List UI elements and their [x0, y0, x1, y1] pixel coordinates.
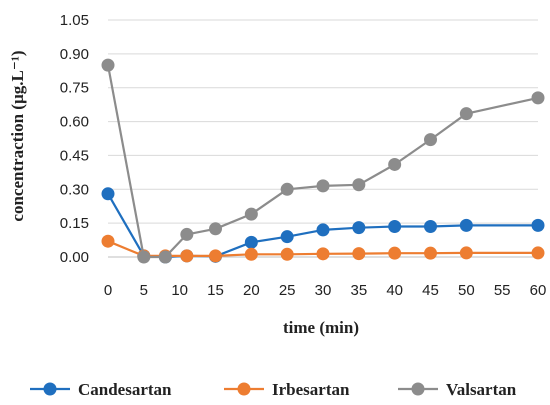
data-point	[316, 223, 330, 237]
data-point	[244, 247, 258, 261]
series-layer	[101, 58, 545, 264]
y-tick-label: 0.30	[60, 181, 89, 198]
x-tick-label: 5	[140, 282, 148, 299]
x-tick-label: 55	[494, 282, 511, 299]
y-axis-title: concentraction (µg.L⁻¹)	[8, 50, 27, 221]
data-point	[280, 230, 294, 244]
data-point	[424, 133, 437, 147]
data-point	[352, 247, 366, 261]
data-point	[316, 179, 330, 193]
x-tick-label: 0	[104, 282, 112, 299]
legend-marker	[411, 382, 425, 396]
y-tick-label: 0.15	[60, 215, 89, 232]
data-point	[180, 249, 194, 263]
data-point	[388, 246, 402, 260]
y-tick-label: 0.90	[60, 46, 89, 63]
data-point	[101, 58, 115, 72]
data-point	[101, 187, 115, 201]
legend-marker	[43, 382, 57, 396]
data-point	[424, 246, 437, 260]
data-point	[459, 246, 473, 260]
legend-item-irbesartan: Irbesartan	[224, 380, 350, 399]
data-point	[459, 107, 473, 121]
data-point	[280, 247, 294, 261]
legend-label: Irbesartan	[272, 380, 350, 399]
legend-label: Valsartan	[446, 380, 517, 399]
x-tick-label: 35	[350, 282, 367, 299]
x-tick-label: 50	[458, 282, 475, 299]
data-point	[316, 247, 330, 261]
y-tick-label: 0.60	[60, 114, 89, 131]
x-tick-label: 20	[243, 282, 260, 299]
data-point	[352, 221, 366, 235]
data-point	[101, 234, 115, 248]
data-point	[352, 178, 366, 192]
x-tick-label: 15	[207, 282, 224, 299]
data-point	[459, 218, 473, 232]
legend: Candesartan Irbesartan Valsartan	[30, 380, 517, 399]
data-point	[209, 249, 222, 263]
x-axis-tick-labels: 0 5 10 15 20 25 30 35 40 45 50 55 60	[104, 282, 547, 299]
data-point	[180, 227, 194, 241]
data-point	[388, 220, 402, 234]
gridlines	[108, 19, 538, 224]
data-point	[531, 246, 545, 260]
legend-item-valsartan: Valsartan	[398, 380, 517, 399]
data-point	[424, 220, 437, 234]
legend-marker	[237, 382, 251, 396]
y-tick-label: 0.00	[60, 249, 89, 266]
data-point	[280, 182, 294, 196]
data-point	[531, 218, 545, 232]
data-point	[158, 250, 172, 264]
legend-item-candesartan: Candesartan	[30, 380, 172, 399]
series-valsartan	[101, 58, 545, 264]
x-tick-label: 30	[315, 282, 332, 299]
data-point	[531, 91, 545, 105]
data-point	[209, 222, 222, 236]
data-point	[244, 207, 258, 221]
y-axis-tick-labels: 0.00 0.15 0.30 0.45 0.60 0.75 0.90 1.05	[60, 12, 89, 266]
data-point	[388, 157, 402, 171]
x-tick-label: 25	[279, 282, 296, 299]
x-tick-label: 45	[422, 282, 439, 299]
y-tick-label: 0.45	[60, 147, 89, 164]
y-tick-label: 0.75	[60, 80, 89, 97]
x-tick-label: 60	[530, 282, 547, 299]
x-tick-label: 40	[386, 282, 403, 299]
y-tick-label: 1.05	[60, 12, 89, 29]
data-point	[244, 235, 258, 249]
x-axis-title: time (min)	[283, 318, 359, 337]
x-tick-label: 10	[171, 282, 188, 299]
data-point	[137, 250, 151, 264]
legend-label: Candesartan	[78, 380, 172, 399]
